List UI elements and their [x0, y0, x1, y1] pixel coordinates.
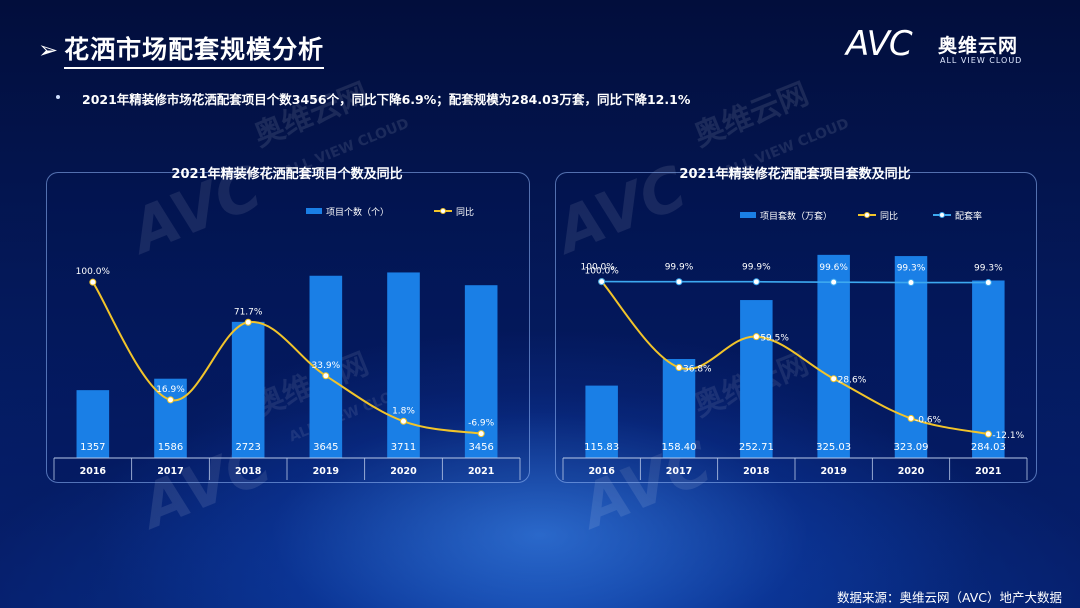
bullet-dot — [56, 95, 60, 99]
page-title: 花洒市场配套规模分析 — [64, 30, 325, 69]
line-point — [830, 278, 838, 286]
x-tick-label: 2016 — [588, 466, 615, 477]
line-point — [675, 364, 683, 372]
legend-label: 配套率 — [955, 210, 982, 222]
bar-value-label: 115.83 — [584, 442, 619, 453]
line-point — [830, 375, 838, 383]
bar — [464, 285, 498, 458]
bar — [662, 359, 696, 458]
x-tick-label: 2021 — [975, 466, 1001, 477]
title-block: ➢ 花洒市场配套规模分析 — [38, 30, 325, 69]
bar-value-label: 1586 — [158, 442, 183, 453]
x-tick-label: 2018 — [235, 466, 262, 477]
line-rate — [601, 280, 989, 284]
line-point — [322, 372, 330, 380]
line-point — [752, 333, 760, 341]
line-value-label: 100.0% — [585, 267, 620, 277]
logo-avc: AVC — [846, 24, 913, 64]
bar — [740, 300, 773, 458]
x-tick-label: 2017 — [666, 466, 692, 477]
bar-value-label: 158.40 — [662, 442, 697, 453]
line-value-label: 33.9% — [312, 361, 341, 371]
bar-value-label: 252.71 — [739, 442, 774, 453]
bar — [154, 378, 187, 458]
bar-value-label: 325.03 — [816, 442, 851, 453]
line-yoy — [600, 280, 989, 436]
bar-value-label: 323.09 — [894, 442, 929, 453]
line-point — [984, 279, 992, 287]
legend-label: 同比 — [456, 206, 474, 218]
legend-marker — [864, 212, 870, 218]
line-point — [984, 430, 992, 438]
legend-label: 项目个数（个） — [326, 206, 389, 218]
legend-label: 项目套数（万套） — [760, 210, 832, 222]
legend-marker — [440, 208, 446, 214]
bar — [387, 272, 420, 458]
bar-value-label: 284.03 — [971, 442, 1006, 453]
line-point — [752, 278, 760, 286]
bar-value-label: 3645 — [313, 442, 338, 453]
line-value-label: -6.9% — [468, 419, 495, 429]
x-tick-label: 2020 — [898, 466, 925, 477]
line-point — [244, 318, 252, 326]
line-value-label: 100.0% — [76, 267, 111, 277]
line-yoy — [91, 281, 482, 435]
chart-title: 2021年精装修花洒配套项目个数及同比 — [171, 166, 402, 182]
x-tick-label: 2016 — [80, 466, 107, 477]
line-point — [675, 278, 683, 286]
line-value-label: 100.0% — [581, 263, 616, 273]
legend-swatch-bar — [740, 212, 756, 218]
logo-name-cn: 奥维云网 — [938, 35, 1019, 57]
line-value-label: -12.1% — [992, 431, 1024, 441]
line-value-label: 99.6% — [819, 263, 848, 273]
line-value-label: 16.9% — [156, 385, 185, 395]
bar — [817, 254, 850, 458]
line-value-label: 1.8% — [392, 406, 415, 416]
line-point — [907, 414, 915, 422]
bar-value-label: 1357 — [80, 442, 105, 453]
line-point — [400, 417, 407, 425]
line-value-label: 36.8% — [683, 365, 712, 375]
x-tick-label: 2017 — [157, 466, 183, 477]
data-source-footer: 数据来源：奥维云网（AVC）地产大数据 — [836, 590, 1062, 605]
summary-text: 2021年精装修市场花洒配套项目个数3456个，同比下降6.9%；配套规模为28… — [82, 92, 691, 107]
bar — [894, 256, 928, 458]
line-value-label: -0.6% — [915, 415, 942, 425]
bar — [76, 390, 110, 458]
bar-value-label: 3456 — [468, 442, 493, 453]
x-tick-label: 2018 — [743, 466, 770, 477]
legend-label: 同比 — [880, 210, 898, 222]
chart-title: 2021年精装修花洒配套项目套数及同比 — [679, 166, 910, 182]
line-value-label: 71.7% — [234, 307, 263, 317]
brand-logo: AVC 奥维云网 ALL VIEW CLOUD — [846, 24, 1046, 72]
bar-value-label: 3711 — [391, 442, 416, 453]
x-tick-label: 2021 — [468, 466, 494, 477]
line-value-label: 99.9% — [742, 263, 771, 273]
line-value-label: 99.3% — [974, 264, 1003, 274]
line-value-label: 99.9% — [665, 263, 694, 273]
bar — [972, 280, 1005, 458]
line-point — [89, 278, 97, 286]
line-value-label: 28.6% — [838, 376, 867, 386]
legend-marker — [939, 212, 945, 218]
arrow-icon: ➢ — [38, 35, 59, 64]
line-point — [167, 396, 174, 404]
x-tick-label: 2020 — [390, 466, 417, 477]
bar — [231, 321, 265, 458]
x-tick-label: 2019 — [820, 466, 846, 477]
line-point — [598, 278, 606, 286]
line-value-label: 99.3% — [897, 264, 926, 274]
line-point — [907, 279, 915, 287]
logo-name-en: ALL VIEW CLOUD — [940, 56, 1023, 65]
legend-swatch-bar — [306, 208, 322, 214]
bar-value-label: 2723 — [235, 442, 260, 453]
line-point — [477, 430, 485, 438]
x-tick-label: 2019 — [313, 466, 339, 477]
bar — [585, 385, 618, 458]
line-value-label: 59.5% — [760, 334, 789, 344]
